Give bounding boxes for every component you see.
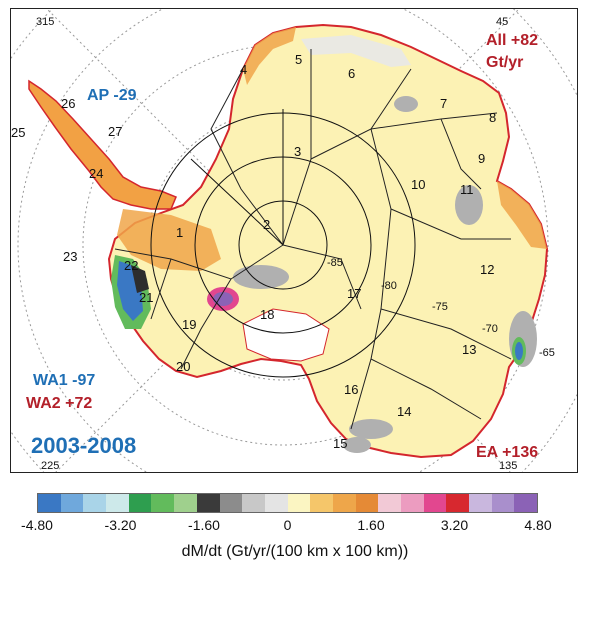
colorbar-swatch — [196, 494, 220, 512]
kamb-gain — [207, 287, 239, 311]
ross-ice-shelf — [242, 308, 330, 362]
wais-orange — [117, 209, 221, 271]
basin-label: 1 — [176, 225, 184, 240]
colorbar-swatch — [355, 494, 379, 512]
colorbar-swatch — [219, 494, 243, 512]
period-label: 2003-2008 — [31, 433, 137, 458]
colorbar-tick-label: -4.80 — [21, 517, 53, 533]
longitude-label: 45 — [496, 16, 509, 28]
region-ea-label: EA +136 — [476, 444, 539, 461]
basin-label: 4 — [240, 62, 248, 77]
east-coast-band — [497, 181, 547, 249]
colorbar-swatch — [310, 494, 333, 512]
colorbar-tick-label: 1.60 — [357, 517, 385, 533]
map-canvas — [11, 9, 577, 472]
colorbar-swatch — [106, 494, 129, 512]
latitude-label: -80 — [381, 280, 397, 292]
region-wa2-label: WA2 +72 — [26, 395, 93, 412]
basin-label: 15 — [333, 436, 348, 451]
basin-label: 5 — [295, 52, 303, 67]
basin-label: 6 — [348, 66, 356, 81]
colorbar-swatch — [514, 494, 538, 512]
colorbar-swatch — [264, 494, 288, 512]
basin-boundaries — [114, 49, 512, 430]
colorbar-swatch — [242, 494, 265, 512]
basin-label: 20 — [176, 359, 191, 374]
basin-label: 2 — [263, 217, 271, 232]
colorbar-tick-label: -3.20 — [104, 517, 137, 533]
colorbar-swatch — [128, 494, 152, 512]
basin-label: 24 — [89, 166, 104, 181]
basin-label: 19 — [182, 317, 197, 332]
colorbar-swatch — [401, 494, 424, 512]
colorbar-swatch — [83, 494, 107, 512]
longitude-label: 135 — [499, 460, 518, 472]
colorbar-swatch — [60, 494, 84, 512]
region-all-units: Gt/yr — [486, 54, 524, 71]
latitude-label: -75 — [432, 301, 448, 313]
basin-label: 25 — [11, 125, 26, 140]
latitude-label: -65 — [539, 347, 555, 359]
basin-label: 26 — [61, 96, 76, 111]
colorbar-swatch — [38, 494, 61, 512]
colorbar-swatch — [287, 494, 311, 512]
colorbar-tick-label: 3.20 — [440, 517, 469, 533]
basin-label: 14 — [397, 404, 412, 419]
queen-maud-band — [301, 35, 411, 67]
basin-label: 23 — [63, 249, 78, 264]
colorbar-swatch — [151, 494, 175, 512]
region-ap-label: AP -29 — [87, 87, 137, 104]
basin-label: 7 — [440, 96, 448, 111]
basin-label: 27 — [108, 124, 123, 139]
basin-label: 3 — [294, 144, 302, 159]
basin-label: 10 — [411, 177, 426, 192]
colorbar-swatch — [469, 494, 492, 512]
longitude-label: 225 — [41, 460, 60, 472]
continent-shape — [107, 23, 549, 459]
colorbar — [37, 493, 538, 513]
north-coast-band — [243, 27, 296, 85]
basin-label: 13 — [462, 342, 477, 357]
colorbar-tick-label: -1.60 — [188, 517, 220, 533]
latitude-label: -70 — [482, 323, 498, 335]
basin-label: 16 — [344, 382, 359, 397]
graticule-solid — [150, 109, 416, 378]
colorbar-swatch — [423, 494, 447, 512]
basin-label: 9 — [478, 151, 486, 166]
colorbar-tick-label: 4.80 — [524, 517, 552, 533]
basin-label: 17 — [347, 286, 362, 301]
latitude-label: -85 — [327, 257, 343, 269]
basin-label: 8 — [489, 110, 497, 125]
colorbar-swatch — [446, 494, 470, 512]
longitude-label: 315 — [36, 16, 55, 28]
antarctica-map: 1 2 3 4 5 6 7 8 9 10 11 12 13 14 15 16 1… — [10, 8, 578, 473]
region-wa1-label: WA1 -97 — [33, 372, 96, 389]
colorbar-swatch — [332, 494, 356, 512]
colorbar-swatch — [491, 494, 515, 512]
colorbar-swatch — [378, 494, 401, 512]
colorbar-swatch — [174, 494, 197, 512]
basin-label: 12 — [480, 262, 495, 277]
basin-label: 22 — [124, 258, 139, 273]
colorbar-label: dM/dt (Gt/yr/(100 km x 100 km)) — [181, 543, 409, 560]
colorbar-tick-label: 0 — [283, 517, 292, 533]
amundsen-loss — [111, 255, 151, 329]
basin-label: 18 — [260, 307, 275, 322]
region-all-label: All +82 — [486, 32, 539, 49]
basin-label: 21 — [139, 290, 154, 305]
basin-label: 11 — [460, 182, 474, 197]
totten-loss — [512, 337, 526, 365]
